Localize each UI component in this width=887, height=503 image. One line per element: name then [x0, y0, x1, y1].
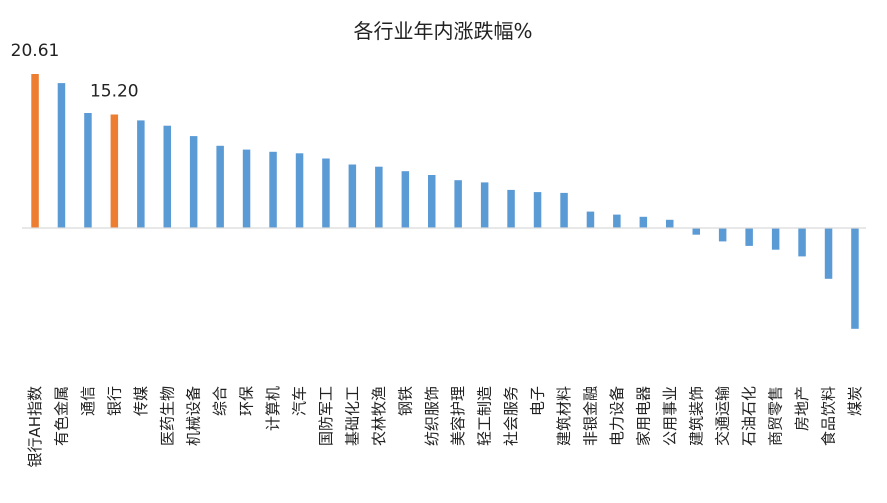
category-label: 交通运输 [714, 386, 732, 446]
category-label: 石油石化 [740, 386, 758, 446]
bar-28 [771, 228, 780, 250]
bar-15 [428, 175, 436, 228]
category-label: 医药生物 [158, 386, 176, 446]
category-label: 商贸零售 [767, 386, 785, 446]
category-label: 公用事业 [661, 386, 679, 446]
bar-20 [560, 192, 568, 228]
bar-23 [639, 216, 648, 228]
category-label: 纺织服饰 [423, 386, 441, 446]
bar-2 [84, 113, 92, 228]
bar-4 [137, 120, 145, 228]
bars [31, 74, 859, 329]
data-label: 15.20 [90, 82, 139, 102]
category-label: 综合 [211, 386, 229, 416]
bar-30 [824, 228, 833, 279]
category-label: 基础化工 [343, 386, 361, 446]
category-labels: 银行AH指数 有色金属 通信 银行 传媒 医药生物 机械设备 综合 环保 计算机 汽车 国防军工 基础化… [26, 386, 864, 468]
category-label: 钢铁 [396, 386, 414, 416]
bar-3 [110, 114, 119, 228]
bar-1 [57, 83, 66, 228]
category-label: 建筑装饰 [687, 386, 705, 446]
category-label: 银行AH指数 [26, 386, 44, 468]
bar-6 [189, 136, 198, 228]
bar-14 [401, 171, 410, 228]
category-label: 房地产 [793, 386, 811, 431]
category-label: 家用电器 [634, 386, 652, 446]
category-label: 银行 [105, 386, 123, 416]
data-label: 20.61 [11, 41, 60, 61]
bar-16 [454, 180, 462, 228]
category-label: 有色金属 [53, 386, 71, 446]
bar-5 [163, 125, 171, 228]
bar-8 [242, 149, 251, 228]
category-label: 电子 [529, 386, 547, 416]
category-label: 非银金融 [581, 386, 599, 446]
category-label: 传媒 [132, 386, 150, 416]
chart-title: 各行业年内涨跌幅% [353, 19, 532, 43]
bar-27 [745, 228, 753, 246]
bar-17 [480, 182, 489, 228]
category-label: 国防军工 [317, 386, 335, 446]
bar-31 [851, 228, 859, 329]
bar-21 [586, 211, 595, 228]
category-label: 煤炭 [846, 386, 864, 416]
data-labels: 20.61 15.20 [11, 41, 139, 102]
bar-11 [322, 158, 330, 228]
category-label: 社会服务 [502, 386, 520, 446]
category-label: 电力设备 [608, 386, 626, 446]
bar-24 [666, 219, 674, 228]
category-label: 轻工制造 [476, 386, 494, 446]
category-label: 机械设备 [185, 386, 203, 446]
category-label: 汽车 [291, 386, 309, 416]
category-label: 环保 [238, 386, 256, 416]
bar-29 [798, 228, 806, 257]
category-label: 农林牧渔 [370, 386, 388, 446]
category-label: 计算机 [264, 386, 282, 431]
bar-22 [613, 214, 621, 228]
bar-26 [718, 228, 727, 242]
bar-9 [269, 151, 277, 228]
category-label: 通信 [79, 386, 97, 416]
category-label: 食品饮料 [820, 386, 838, 446]
bar-25 [692, 228, 700, 235]
bar-18 [507, 189, 515, 228]
bar-0 [31, 74, 39, 228]
category-label: 建筑材料 [555, 386, 573, 446]
bar-10 [295, 153, 304, 228]
bar-13 [375, 166, 383, 228]
category-label: 美容护理 [449, 386, 467, 446]
bar-12 [348, 164, 357, 228]
bar-19 [533, 192, 542, 228]
bar-7 [216, 145, 224, 228]
